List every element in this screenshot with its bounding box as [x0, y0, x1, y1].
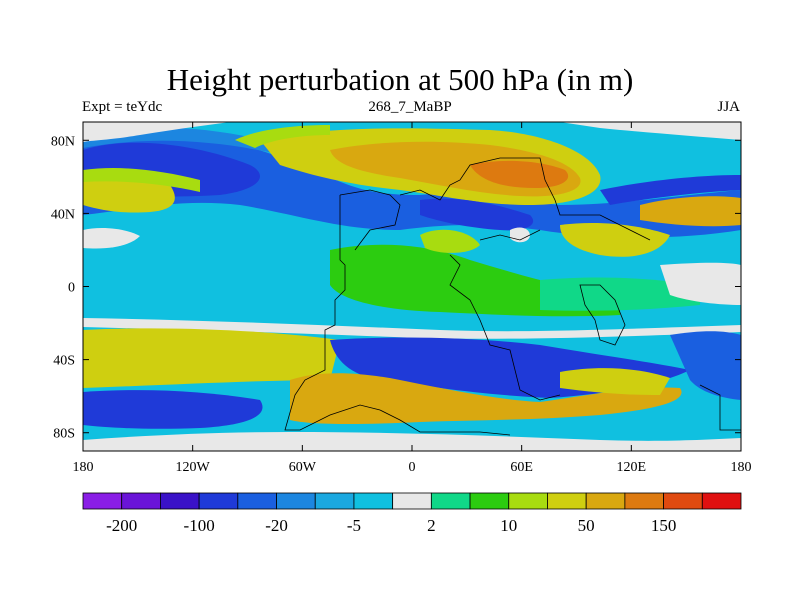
x-tick-label: 120W: [176, 460, 211, 475]
colorbar-swatch: [198, 492, 239, 510]
field-asia-darkblue: [420, 198, 534, 231]
colorbar-swatch: [701, 492, 742, 510]
map-field: [83, 122, 741, 451]
x-tick-label: 180: [73, 460, 94, 475]
field-tropical-white-west: [83, 228, 140, 249]
colorbar-swatch: [624, 492, 664, 510]
field-asia-green: [420, 229, 480, 253]
x-tick-label: 60W: [289, 460, 317, 475]
field-arctic-white: [83, 122, 230, 142]
colorbar-tick-label: -100: [184, 516, 215, 535]
field-north-blue-band: [83, 133, 741, 238]
colorbar: -200 -100 -20 -5 2 10 50 150: [82, 492, 742, 535]
y-axis: 80N 40N 0 40S 80S: [51, 134, 741, 442]
colorbar-swatch: [508, 492, 548, 510]
chart-title: Height perturbation at 500 hPa (in m): [166, 62, 634, 97]
field-north-green-fringe: [235, 125, 330, 148]
colorbar-tick-label: -200: [106, 516, 137, 535]
colorbar-swatch: [82, 492, 123, 510]
x-tick-label: 60E: [510, 460, 533, 475]
case-label: 268_7_MaBP: [368, 99, 452, 115]
colorbar-tick-label: 10: [500, 516, 517, 535]
field-northeast-white: [560, 122, 741, 140]
x-tick-label: 120E: [617, 460, 647, 475]
field-ne-orange: [640, 196, 741, 227]
colorbar-tick-label: -5: [347, 516, 361, 535]
field-west-green: [83, 168, 200, 192]
experiment-label: Expt = teYdc: [82, 99, 163, 115]
x-axis: 180 120W 60W 0 60E 120E 180: [73, 122, 752, 475]
colorbar-swatch: [392, 492, 432, 510]
y-tick-label: 80S: [53, 427, 75, 442]
field-south-orange-ridge: [290, 373, 682, 425]
colorbar-swatch: [353, 492, 394, 510]
y-tick-label: 80N: [51, 134, 75, 149]
field-tropical-white-east: [660, 262, 741, 305]
x-tick-label: 180: [731, 460, 752, 475]
field-east-yellow: [560, 223, 670, 257]
field-ne-darkblue: [600, 175, 741, 205]
field-south-blue-east: [670, 331, 741, 400]
field-north-lightblue-arc: [83, 127, 300, 160]
field-south-yellow-east: [560, 368, 670, 395]
colorbar-swatch: [547, 492, 587, 510]
x-tick-label: 0: [409, 460, 416, 475]
colorbar-swatch: [469, 492, 510, 510]
colorbar-swatch: [663, 492, 703, 510]
colorbar-swatch: [276, 492, 316, 510]
colorbar-tick-label: 2: [427, 516, 436, 535]
field-west-yellow: [83, 177, 175, 213]
y-tick-label: 40N: [51, 207, 75, 222]
colorbar-swatch: [160, 492, 200, 510]
field-antarctic-white: [83, 432, 741, 451]
field-equator-white: [83, 318, 741, 339]
field-south-yellow-band: [83, 328, 340, 388]
y-tick-label: 0: [68, 281, 75, 296]
colorbar-swatch: [121, 492, 161, 510]
colorbar-tick-label: 50: [578, 516, 595, 535]
field-south-darkblue-west: [83, 390, 263, 429]
colorbar-swatch: [585, 492, 626, 510]
colorbar-swatch: [430, 492, 471, 510]
colorbar-tick-label: -20: [265, 516, 288, 535]
colorbar-swatch: [237, 492, 277, 510]
season-label: JJA: [717, 99, 740, 115]
coastlines: [284, 157, 741, 436]
colorbar-swatch: [314, 492, 355, 510]
y-tick-label: 40S: [53, 354, 75, 369]
field-north-red-core: [470, 160, 569, 188]
colorbar-tick-label: 150: [651, 516, 677, 535]
